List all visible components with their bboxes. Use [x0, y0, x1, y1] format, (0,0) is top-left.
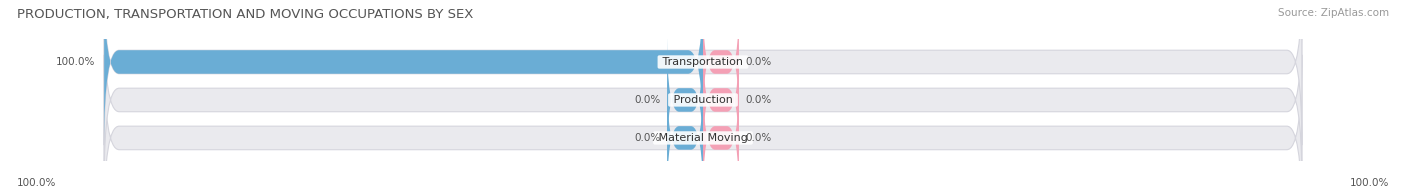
FancyBboxPatch shape [104, 17, 1302, 183]
FancyBboxPatch shape [666, 74, 703, 196]
Text: Source: ZipAtlas.com: Source: ZipAtlas.com [1278, 8, 1389, 18]
FancyBboxPatch shape [703, 0, 740, 126]
Text: 0.0%: 0.0% [636, 95, 661, 105]
Text: 0.0%: 0.0% [745, 57, 770, 67]
Text: 0.0%: 0.0% [745, 95, 770, 105]
Text: Production: Production [669, 95, 737, 105]
Text: Transportation: Transportation [659, 57, 747, 67]
FancyBboxPatch shape [104, 0, 703, 145]
FancyBboxPatch shape [666, 36, 703, 164]
FancyBboxPatch shape [703, 36, 740, 164]
Text: PRODUCTION, TRANSPORTATION AND MOVING OCCUPATIONS BY SEX: PRODUCTION, TRANSPORTATION AND MOVING OC… [17, 8, 474, 21]
Text: 0.0%: 0.0% [745, 133, 770, 143]
Text: 100.0%: 100.0% [17, 178, 56, 188]
Text: 100.0%: 100.0% [1350, 178, 1389, 188]
Text: Material Moving: Material Moving [655, 133, 751, 143]
FancyBboxPatch shape [703, 74, 740, 196]
FancyBboxPatch shape [104, 55, 1302, 196]
FancyBboxPatch shape [104, 0, 1302, 145]
Text: 100.0%: 100.0% [56, 57, 96, 67]
Text: 0.0%: 0.0% [636, 133, 661, 143]
